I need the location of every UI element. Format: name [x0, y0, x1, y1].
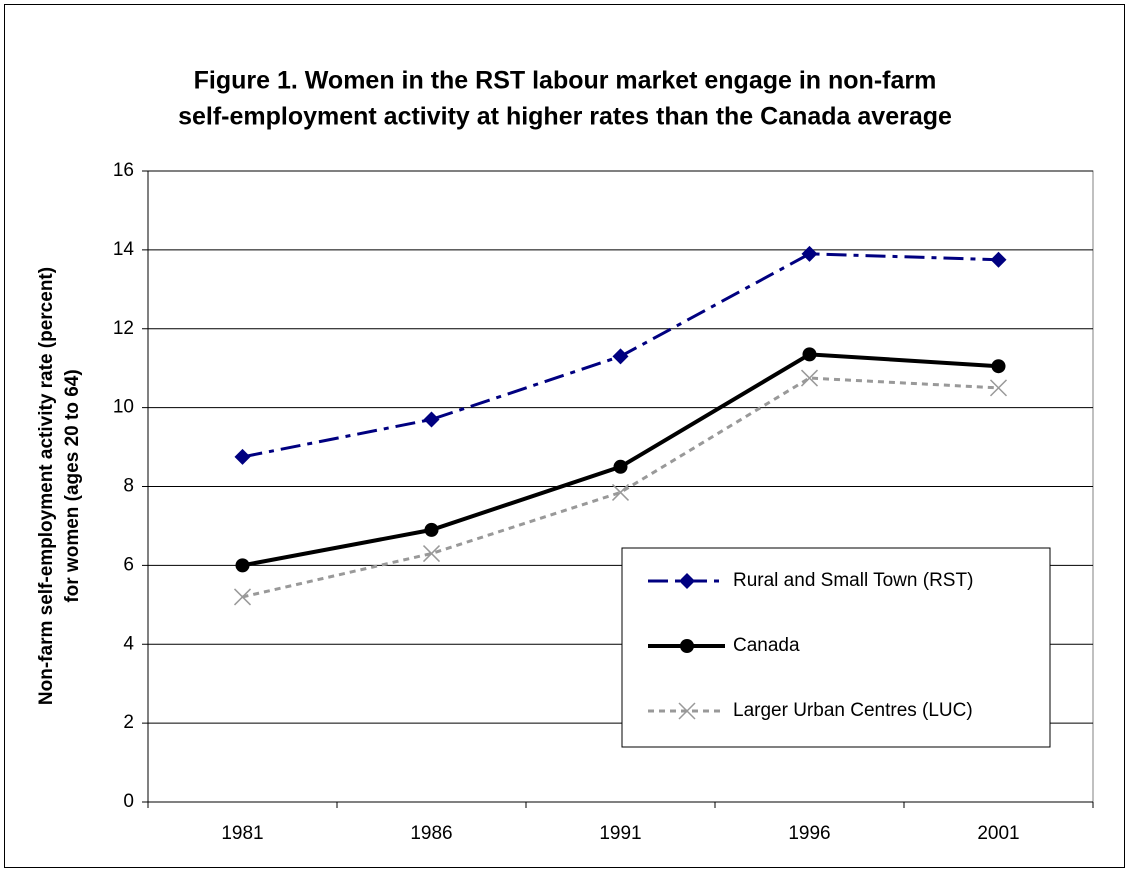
y-axis-label-line: Non-farm self-employment activity rate (… [36, 267, 57, 705]
x-tick-label: 1991 [599, 823, 641, 844]
legend-label: Rural and Small Town (RST) [733, 570, 973, 591]
x-tick-label: 2001 [977, 823, 1019, 844]
y-tick-label: 6 [123, 554, 134, 575]
y-axis-label-line: for women (ages 20 to 64) [62, 369, 83, 602]
marker [423, 411, 440, 428]
marker [801, 245, 818, 262]
marker [989, 379, 1008, 397]
y-tick-label: 8 [123, 476, 134, 497]
x-tick-label: 1986 [410, 823, 452, 844]
y-tick-label: 2 [123, 712, 134, 733]
marker [991, 359, 1006, 374]
legend-label: Canada [733, 635, 800, 656]
x-tick-label: 1981 [221, 823, 263, 844]
y-tick-label: 12 [113, 318, 134, 339]
marker [612, 348, 629, 365]
marker [611, 483, 630, 501]
y-tick-label: 14 [113, 239, 135, 260]
marker [680, 639, 694, 653]
marker [234, 448, 251, 465]
marker [990, 251, 1007, 268]
marker [424, 522, 439, 537]
series-line [242, 376, 999, 599]
marker [802, 347, 817, 362]
marker [678, 702, 696, 720]
y-tick-label: 10 [113, 397, 134, 418]
x-tick-label: 1996 [788, 823, 830, 844]
marker [613, 459, 628, 474]
y-tick-label: 16 [113, 160, 134, 181]
marker [235, 558, 250, 573]
marker [800, 369, 819, 387]
marker [679, 573, 695, 589]
legend-label: Larger Urban Centres (LUC) [733, 700, 973, 721]
y-tick-label: 4 [123, 633, 134, 654]
chart-title: self-employment activity at higher rates… [178, 103, 952, 131]
chart-title: Figure 1. Women in the RST labour market… [194, 67, 937, 95]
y-tick-label: 0 [123, 791, 134, 812]
y-axis-label: Non-farm self-employment activity rate (… [36, 267, 83, 705]
marker [233, 588, 252, 606]
marker [422, 545, 441, 563]
